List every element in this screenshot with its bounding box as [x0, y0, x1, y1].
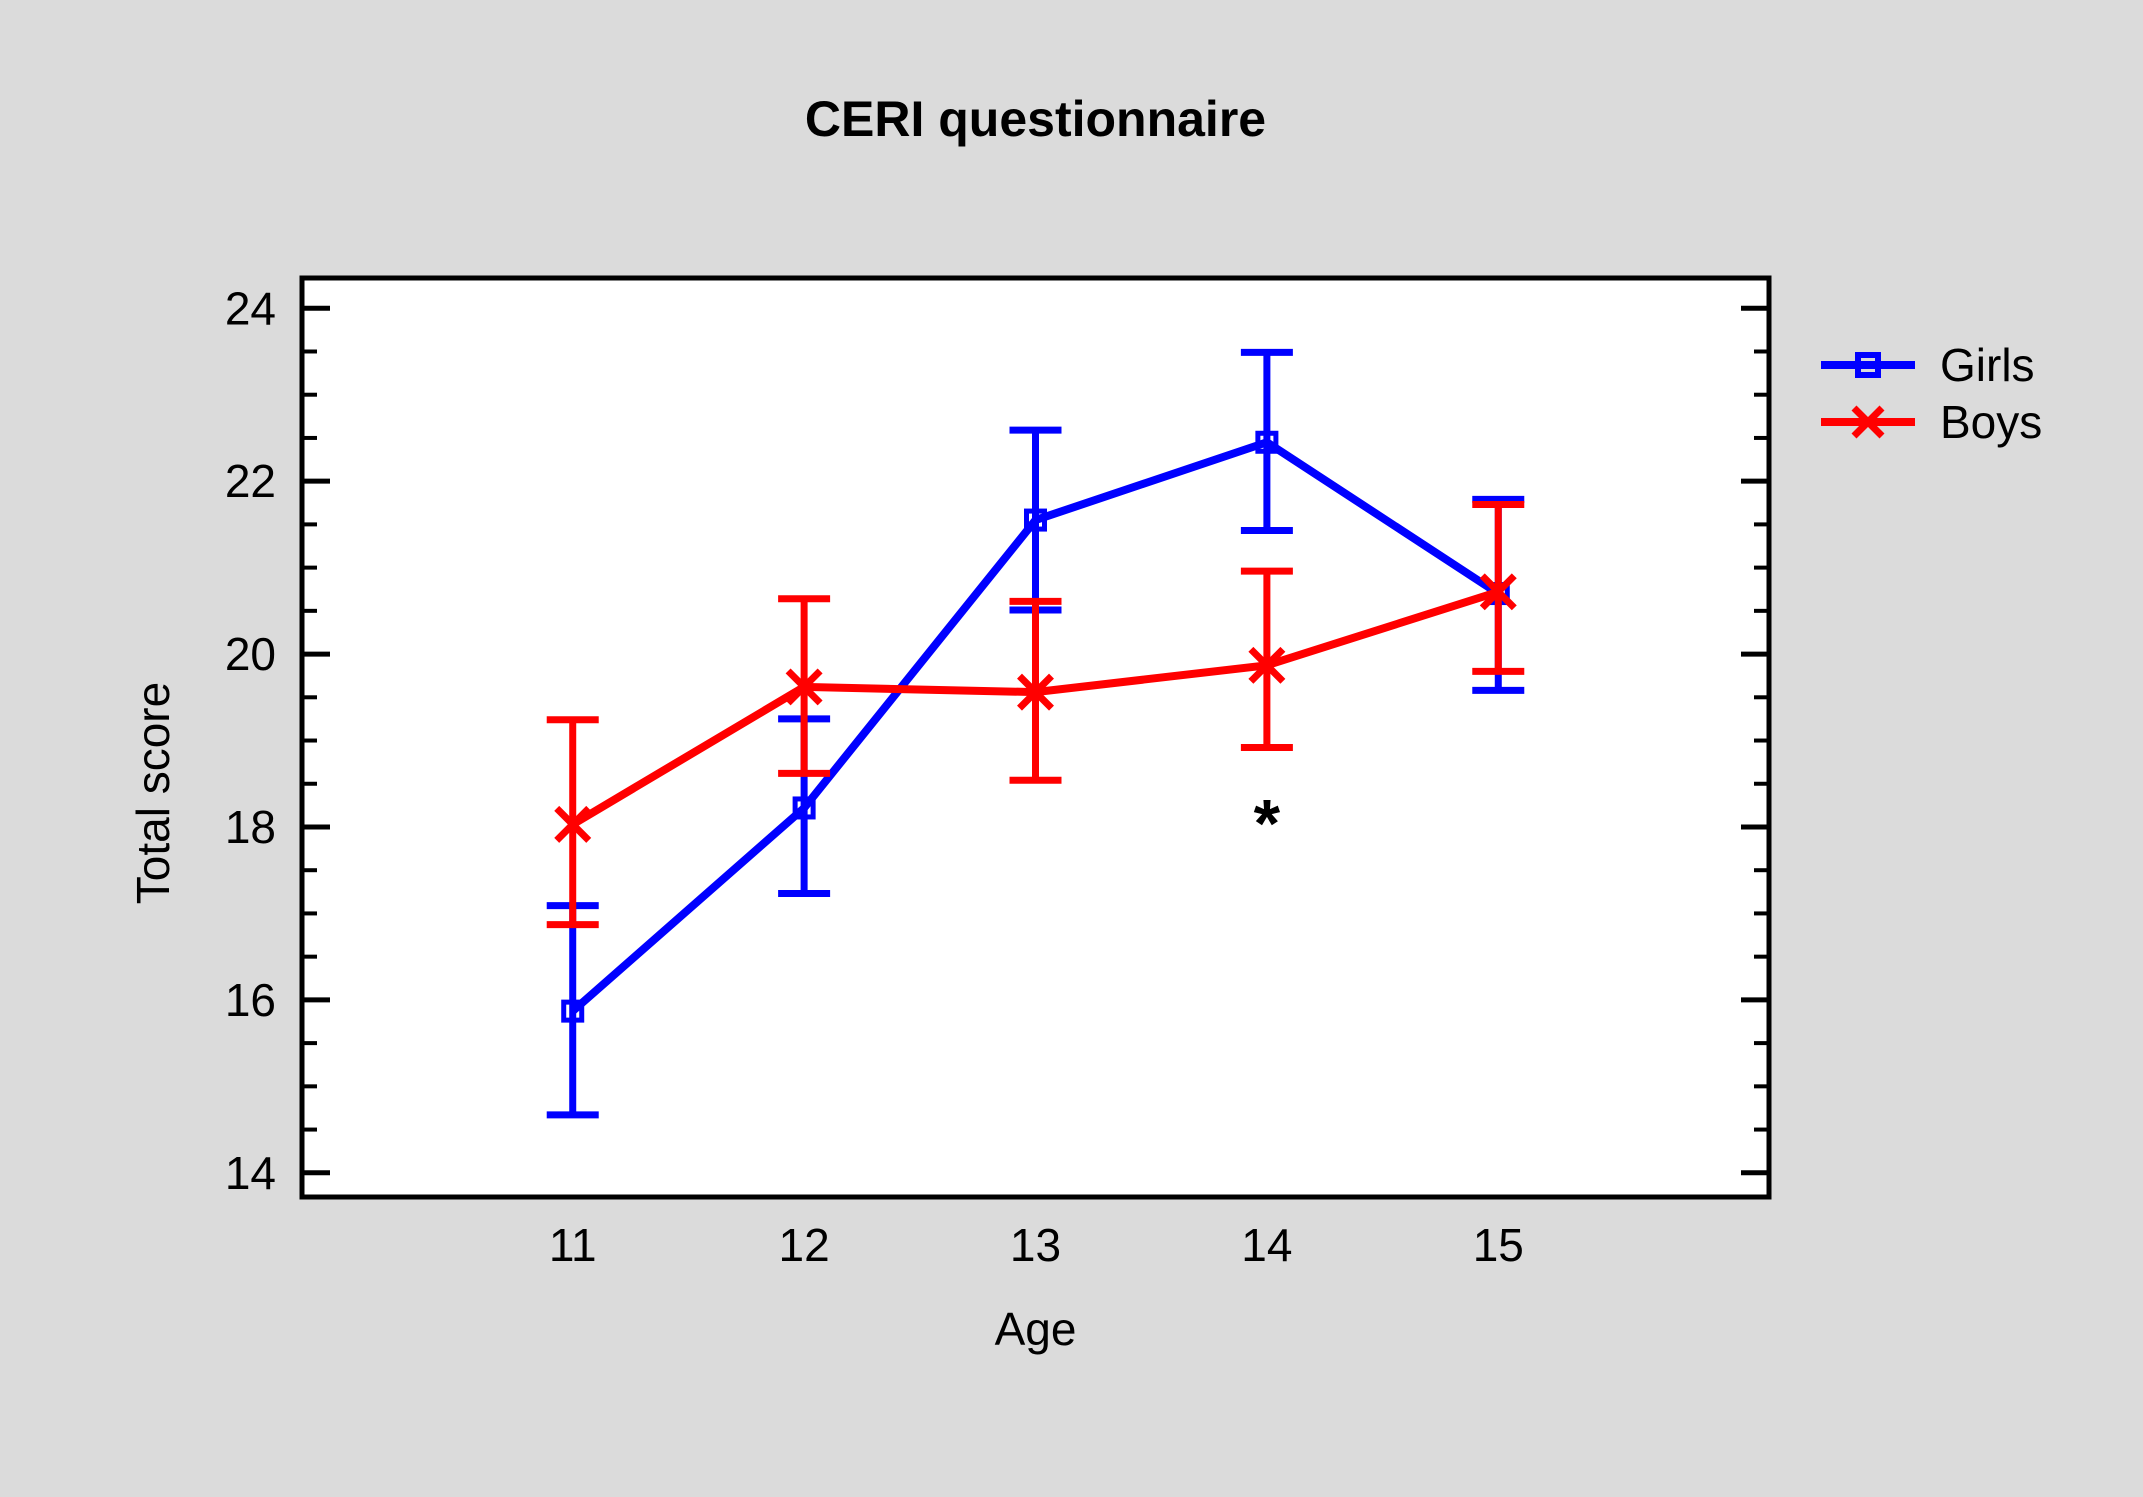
x-marker — [554, 805, 592, 843]
x-marker — [1017, 673, 1054, 711]
legend-square-marker — [1855, 352, 1881, 378]
y-tick-label: 20 — [225, 628, 276, 680]
y-tick-label: 24 — [225, 282, 276, 334]
legend-item-girls: Girls — [1818, 338, 2035, 392]
legend-label-boys: Boys — [1940, 396, 2043, 448]
x-marker — [1479, 573, 1517, 611]
legend-x-marker — [1851, 405, 1885, 439]
square-marker — [792, 796, 816, 820]
x-axis-title: Age — [994, 1303, 1077, 1355]
square-marker — [1255, 430, 1279, 454]
girls-line-marker-swatch — [1821, 352, 1915, 378]
x-tick-label: 15 — [1473, 1219, 1524, 1271]
chart-title: CERI questionnaire — [804, 91, 1267, 147]
x-tick-label: 13 — [1010, 1219, 1061, 1271]
x-marker — [785, 668, 823, 706]
x-tick-label: 12 — [779, 1219, 830, 1271]
legend-item-boys: Boys — [1818, 395, 2042, 449]
y-tick-label: 14 — [225, 1147, 276, 1199]
girls-series-line — [570, 437, 1501, 1015]
y-axis-title: Total score — [127, 681, 179, 905]
y-tick-label: 22 — [225, 455, 276, 507]
x-marker — [1248, 646, 1286, 684]
legend-label-girls: Girls — [1940, 339, 2035, 391]
boys-line-marker-swatch — [1821, 405, 1915, 439]
square-marker — [1024, 508, 1047, 532]
y-tick-label: 16 — [225, 974, 276, 1026]
x-tick-label: 14 — [1241, 1219, 1292, 1271]
square-marker — [561, 999, 585, 1023]
x-tick-label: 11 — [549, 1219, 597, 1271]
significance-asterisk: * — [1254, 785, 1281, 861]
y-tick-label: 18 — [225, 801, 276, 853]
